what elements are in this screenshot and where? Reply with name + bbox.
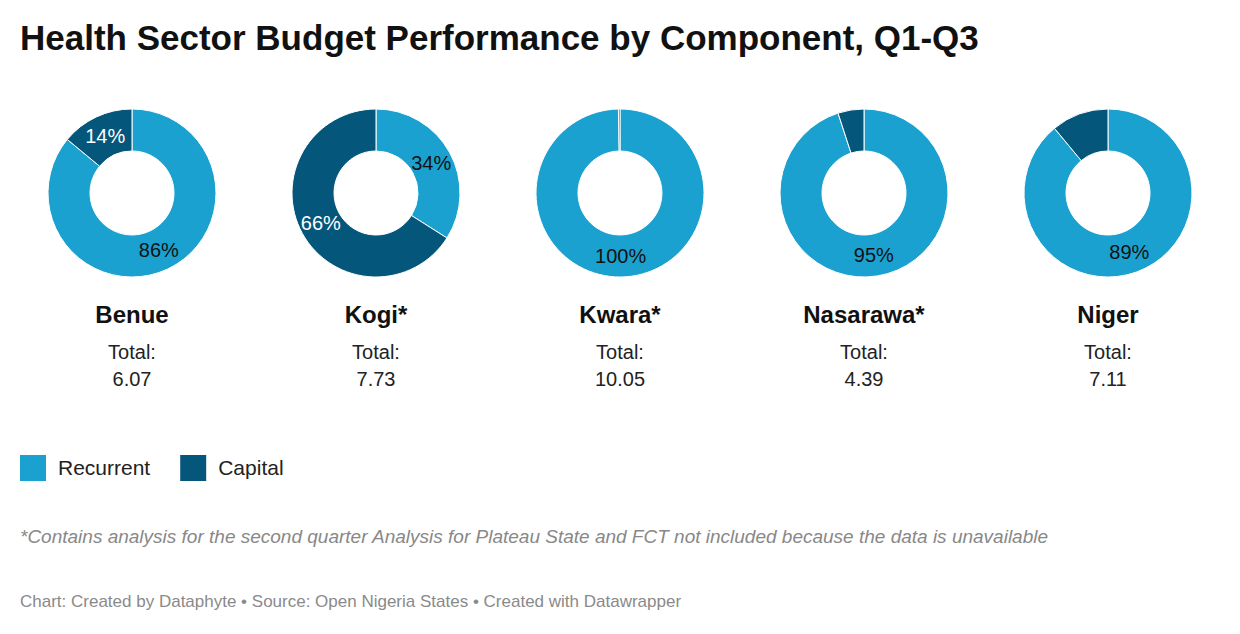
data-label: 86%	[139, 239, 179, 261]
total-value: 7.11	[1089, 368, 1126, 390]
title: Health Sector Budget Performance by Comp…	[20, 18, 979, 57]
donut: 86% 14%	[48, 109, 216, 277]
legend-swatch	[180, 455, 206, 481]
slice	[536, 109, 704, 277]
chart-title: Benue	[95, 301, 168, 328]
slice	[67, 109, 132, 166]
data-label: 14%	[85, 125, 125, 147]
donut: 34% 66%	[292, 109, 460, 277]
chart: Health Sector Budget Performance by Comp…	[0, 0, 1240, 634]
data-label: 66%	[301, 212, 341, 234]
donut: 100%	[536, 109, 704, 277]
slice	[1054, 109, 1108, 161]
data-label: 34%	[411, 152, 451, 174]
chart-title: Kogi*	[345, 301, 408, 328]
total-label: Total:	[840, 341, 888, 363]
slice	[48, 109, 216, 277]
legend-label: Recurrent	[58, 456, 150, 479]
legend-swatch	[20, 455, 46, 481]
data-label: 100%	[595, 245, 646, 267]
total-label: Total:	[596, 341, 644, 363]
chart-title: Niger	[1077, 301, 1138, 328]
total-label: Total:	[108, 341, 156, 363]
total-value: 4.39	[845, 368, 884, 390]
background	[0, 0, 1240, 634]
total-value: 10.05	[595, 368, 645, 390]
chart-title: Kwara*	[579, 301, 661, 328]
note-line: *Contains analysis for the second quarte…	[20, 526, 1048, 547]
total-label: Total:	[352, 341, 400, 363]
total-value: 7.73	[357, 368, 396, 390]
slice	[1024, 109, 1192, 277]
slice	[838, 109, 864, 153]
chart-title: Nasarawa*	[803, 301, 925, 328]
slice	[292, 109, 447, 277]
note: *Contains analysis for the second quarte…	[20, 526, 1048, 547]
donut: 89%	[1024, 109, 1192, 277]
total-label: Total:	[1084, 341, 1132, 363]
legend-label: Capital	[218, 456, 283, 479]
data-label: 95%	[854, 244, 894, 266]
data-label: 89%	[1109, 241, 1149, 263]
credit: Chart: Created by Dataphyte • Source: Op…	[20, 592, 681, 611]
slice	[780, 109, 948, 277]
donut: 95%	[780, 109, 948, 277]
total-value: 6.07	[113, 368, 152, 390]
slice	[376, 109, 460, 238]
legend: Recurrent Capital	[20, 455, 284, 481]
slice	[618, 109, 620, 151]
